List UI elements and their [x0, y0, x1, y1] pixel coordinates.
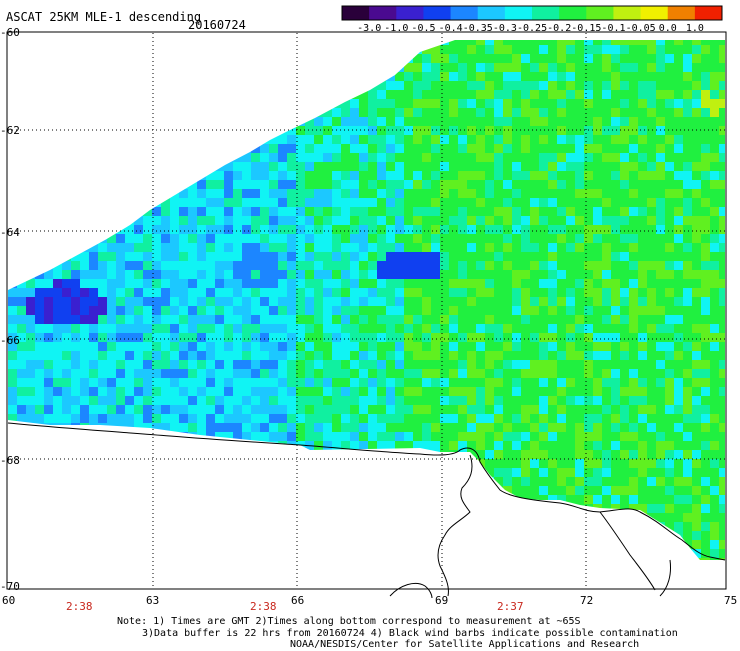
coastline	[7, 422, 726, 561]
colorbar-label: -0.35	[462, 23, 493, 34]
colorbar-label: -0.05	[625, 23, 656, 34]
colorbar-label: -0.25	[517, 23, 548, 34]
colorbar-label: -1.0	[384, 23, 409, 34]
colorbar-segment	[477, 6, 506, 20]
colorbar-segment	[640, 6, 669, 20]
map-date: 20160724	[188, 18, 246, 32]
colorbar-label: -0.1	[601, 23, 626, 34]
lon-label: 60	[2, 594, 16, 607]
lon-label: 75	[724, 594, 738, 607]
colorbar-segment	[559, 6, 587, 20]
coastline-south	[389, 582, 433, 599]
colorbar-segment	[342, 6, 370, 20]
note-line-1: Note: 1) Times are GMT 2)Times along bot…	[117, 616, 581, 627]
colorbar-segment	[369, 6, 397, 20]
colorbar-frame	[341, 5, 723, 21]
lon-label: 69	[435, 594, 449, 607]
colorbar-label: -0.2	[547, 23, 572, 34]
colorbar-label: -0.4	[438, 23, 463, 34]
time-label: 2:38	[250, 600, 277, 613]
colorbar-segment	[504, 6, 533, 20]
lon-label: 66	[291, 594, 305, 607]
colorbar-segment	[613, 6, 642, 20]
lat-label: -66	[0, 334, 20, 347]
graticule	[8, 33, 725, 588]
lon-label: 63	[146, 594, 160, 607]
colorbar-label: -3.0	[357, 23, 382, 34]
lat-label: -70	[0, 580, 20, 593]
lat-label: -68	[0, 454, 20, 467]
colorbar-label: 1.0	[685, 23, 704, 34]
coastline-east	[599, 511, 671, 597]
colorbar-segment	[450, 6, 479, 20]
mle-swath	[8, 40, 725, 560]
colorbar-segment	[694, 6, 723, 20]
time-label: 2:37	[497, 600, 524, 613]
map-title: ASCAT 25KM MLE-1 descending	[6, 10, 202, 24]
note-line-3: NOAA/NESDIS/Center for Satellite Applica…	[290, 639, 640, 650]
colorbar-label: -0.3	[492, 23, 517, 34]
colorbar	[341, 5, 723, 21]
colorbar-label: -0.15	[571, 23, 602, 34]
colorbar-segment	[586, 6, 614, 20]
colorbar-label: -0.5	[411, 23, 436, 34]
note-line-2: 3)Data buffer is 22 hrs from 20160724 4)…	[142, 628, 678, 639]
lon-label: 72	[580, 594, 594, 607]
colorbar-segment	[423, 6, 452, 20]
plot-frame	[6, 31, 727, 590]
lat-label: -60	[0, 26, 20, 39]
colorbar-segment	[396, 6, 424, 20]
colorbar-segment	[667, 6, 696, 20]
colorbar-label: 0.0	[658, 23, 677, 34]
lat-label: -62	[0, 124, 20, 137]
time-label: 2:38	[66, 600, 93, 613]
lat-label: -64	[0, 226, 20, 239]
colorbar-segment	[532, 6, 560, 20]
coastline-inland	[437, 454, 473, 597]
